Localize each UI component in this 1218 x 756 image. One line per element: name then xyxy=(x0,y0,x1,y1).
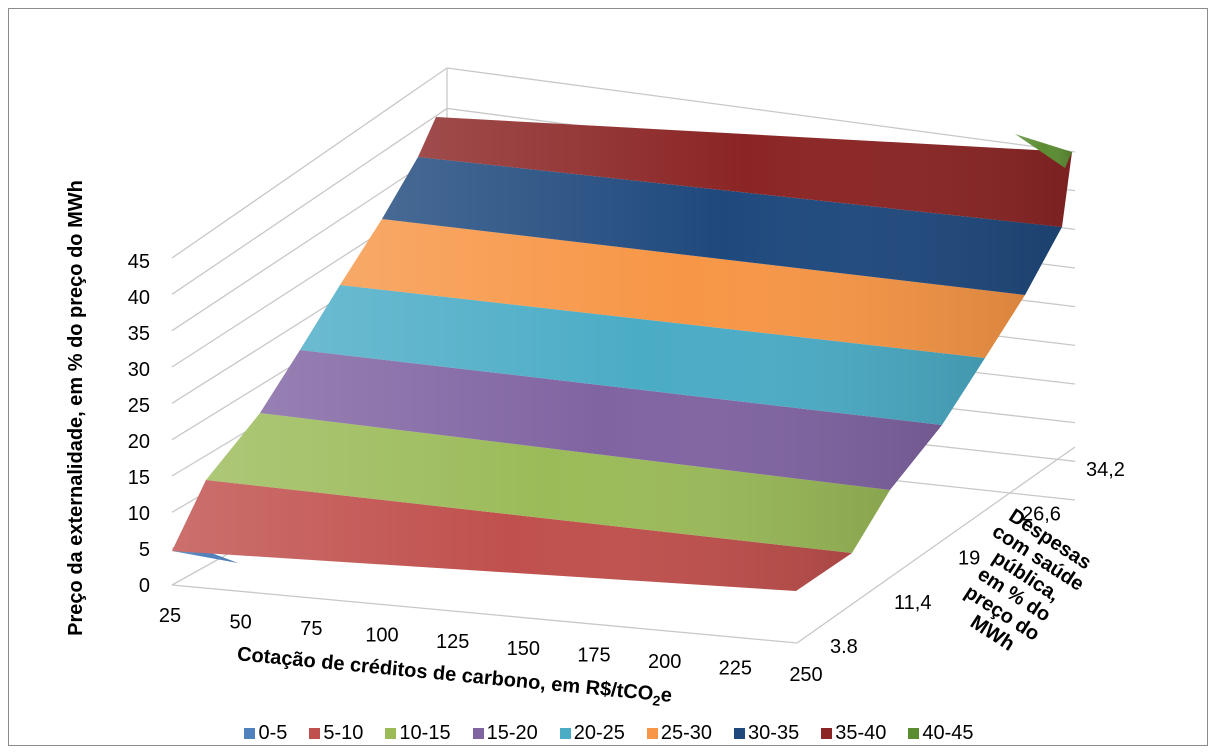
surface-band-shade xyxy=(172,480,852,591)
x-tick-label: 250 xyxy=(789,664,822,686)
z-tick-label: 15 xyxy=(128,467,150,489)
legend: 0-5 5-10 10-15 15-20 20-25 25-30 30-35 35-40 40-… xyxy=(0,718,1218,748)
floor-edge xyxy=(171,446,1076,644)
surface-band-shade xyxy=(382,157,1062,295)
z-tick-label: 5 xyxy=(139,539,150,561)
x-axis-ticks: 25 50 75 100 125 150 175 200 225 250 xyxy=(159,605,823,686)
z-tick-label: 10 xyxy=(128,503,150,525)
z-tick-label: 25 xyxy=(128,395,150,417)
y-tick-label: 11,4 xyxy=(894,592,931,614)
legend-swatch xyxy=(821,727,833,739)
z-tick-label: 0 xyxy=(139,575,150,597)
z-tick-label: 20 xyxy=(128,431,150,453)
z-tick-label: 35 xyxy=(128,323,150,345)
surface-band-shade xyxy=(300,285,985,425)
surface-band-shade xyxy=(206,413,890,553)
legend-item: 35-40 xyxy=(821,722,886,745)
y-axis-ticks: 3.8 11,4 19 26,6 34,2 xyxy=(830,459,1125,658)
legend-label: 5-10 xyxy=(323,721,364,744)
y-axis-title: Despesas com saúde pública, em % do preç… xyxy=(940,502,1104,673)
y-tick-label: 19 xyxy=(958,548,980,570)
z-axis-title: Preço da externalidade, em % do preço do… xyxy=(65,180,87,636)
legend-label: 35-40 xyxy=(835,721,887,744)
legend-label: 10-15 xyxy=(399,721,451,744)
y-tick-label: 3.8 xyxy=(830,636,858,658)
x-axis-title-suffix: e xyxy=(660,684,673,707)
legend-item: 20-25 xyxy=(559,721,625,745)
surface-band-shade xyxy=(418,117,1072,227)
legend-item: 25-30 xyxy=(646,721,713,745)
surface-band-shade xyxy=(340,219,1025,358)
z-axis-ticks: 0 5 10 15 20 25 30 35 40 45 xyxy=(128,251,150,597)
legend-label: 15-20 xyxy=(486,721,538,744)
surface-bands xyxy=(172,117,1072,591)
legend-label: 20-25 xyxy=(573,721,625,744)
y-tick-label: 34,2 xyxy=(1086,459,1125,481)
x-tick-label: 100 xyxy=(365,625,398,647)
legend-label: 25-30 xyxy=(660,721,713,744)
legend-swatch xyxy=(244,727,256,739)
legend-swatch xyxy=(908,727,920,739)
x-tick-label: 225 xyxy=(719,657,752,679)
legend-item: 30-35 xyxy=(734,722,799,745)
x-tick-label: 200 xyxy=(648,651,681,673)
legend-item: 40-45 xyxy=(908,721,974,745)
legend-swatch xyxy=(734,727,746,739)
x-tick-label: 125 xyxy=(436,631,469,653)
surface-band-shade xyxy=(1015,134,1072,168)
legend-swatch xyxy=(646,727,658,739)
x-tick-label: 175 xyxy=(577,644,610,666)
surface-band-shade xyxy=(260,350,942,490)
legend-item: 0-5 xyxy=(244,722,287,745)
legend-swatch xyxy=(559,727,571,739)
x-tick-label: 75 xyxy=(300,618,322,640)
x-axis-title-subscript: 2 xyxy=(652,692,661,709)
y-tick-label: 26,6 xyxy=(1022,503,1061,525)
legend-item: 5-10 xyxy=(309,722,363,745)
legend-item: 15-20 xyxy=(472,721,538,745)
z-tick-label: 30 xyxy=(128,359,150,381)
legend-label: 40-45 xyxy=(922,721,974,744)
legend-label: 0-5 xyxy=(258,721,288,744)
x-tick-label: 150 xyxy=(507,638,540,660)
legend-label: 30-35 xyxy=(748,721,800,744)
z-tick-label: 45 xyxy=(128,251,150,273)
z-tick-label: 40 xyxy=(128,287,150,309)
x-tick-label: 50 xyxy=(230,612,252,634)
legend-swatch xyxy=(472,727,484,739)
x-tick-label: 25 xyxy=(159,605,181,627)
legend-swatch xyxy=(309,727,321,739)
legend-item: 10-15 xyxy=(385,721,451,745)
legend-swatch xyxy=(385,727,397,739)
